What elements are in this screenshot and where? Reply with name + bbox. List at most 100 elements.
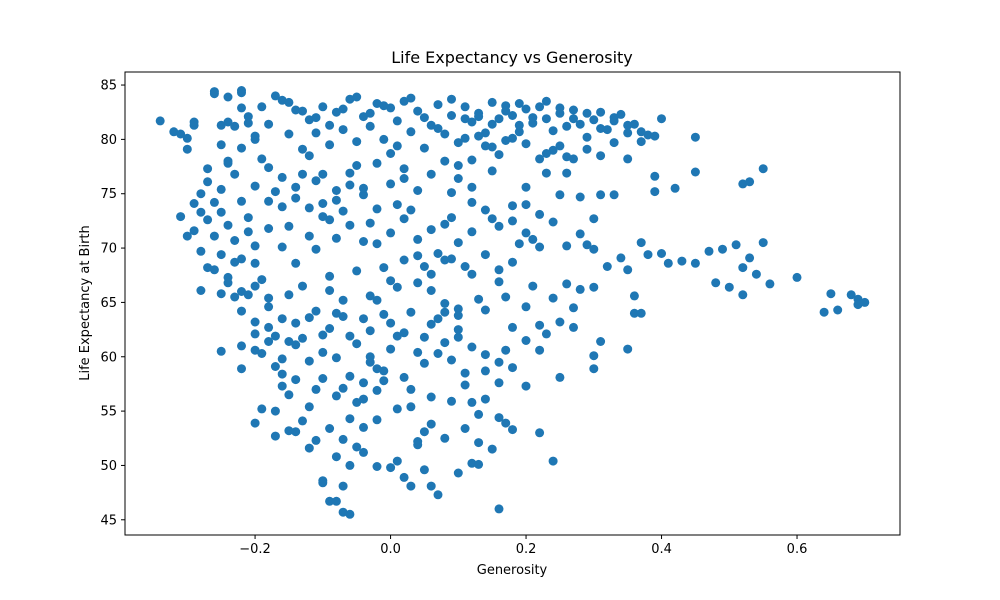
data-point xyxy=(575,119,585,129)
data-point xyxy=(379,366,389,376)
data-point xyxy=(318,212,328,222)
data-point xyxy=(250,281,260,291)
data-point xyxy=(426,269,436,279)
data-point xyxy=(311,435,321,445)
data-point xyxy=(250,181,260,191)
data-point xyxy=(629,291,639,301)
y-tick-label: 75 xyxy=(100,187,117,202)
y-tick-label: 85 xyxy=(100,79,117,94)
data-point xyxy=(399,328,409,338)
data-point xyxy=(277,314,287,324)
data-point xyxy=(535,320,545,330)
data-point xyxy=(311,306,321,316)
data-point xyxy=(521,336,531,345)
data-point xyxy=(392,282,402,292)
data-point xyxy=(596,124,606,133)
data-point xyxy=(569,105,578,115)
data-point xyxy=(833,305,843,315)
data-point xyxy=(745,177,755,187)
y-tick-label: 80 xyxy=(100,133,117,148)
data-point xyxy=(596,107,606,117)
data-point xyxy=(447,111,456,120)
data-point xyxy=(596,151,606,161)
data-point xyxy=(447,355,456,365)
data-point xyxy=(555,317,565,327)
data-point xyxy=(453,325,463,335)
data-point xyxy=(386,149,396,158)
data-point xyxy=(392,200,402,210)
data-point xyxy=(311,384,321,394)
data-point xyxy=(535,102,545,112)
data-point xyxy=(589,282,599,292)
data-point xyxy=(182,231,192,241)
data-point xyxy=(270,406,280,416)
data-point xyxy=(690,167,700,177)
data-point xyxy=(264,322,274,332)
data-point xyxy=(569,322,578,332)
data-point xyxy=(440,299,450,308)
data-point xyxy=(745,253,755,263)
data-point xyxy=(433,249,443,258)
data-point xyxy=(352,92,362,102)
data-point xyxy=(359,237,368,246)
data-point xyxy=(447,396,456,406)
data-point xyxy=(494,504,504,514)
data-point xyxy=(264,293,274,303)
data-point xyxy=(487,142,497,152)
data-point xyxy=(487,214,497,224)
data-point xyxy=(528,234,538,244)
data-point xyxy=(467,227,477,237)
data-point xyxy=(399,174,409,183)
data-point xyxy=(494,357,504,367)
data-point xyxy=(413,440,423,450)
data-point xyxy=(426,286,436,295)
data-point xyxy=(359,314,368,324)
data-point xyxy=(311,128,321,138)
data-point xyxy=(284,337,294,346)
data-point xyxy=(480,366,490,376)
data-point xyxy=(372,462,382,471)
data-point xyxy=(453,238,463,248)
data-point xyxy=(440,129,450,139)
data-point xyxy=(494,413,504,423)
data-point xyxy=(562,168,572,178)
data-point xyxy=(467,269,477,279)
data-point xyxy=(291,340,301,350)
data-point xyxy=(399,472,409,482)
data-point xyxy=(365,352,375,362)
data-point xyxy=(406,481,416,491)
data-point xyxy=(541,329,551,339)
data-point xyxy=(304,356,314,366)
data-point xyxy=(325,215,335,225)
data-point xyxy=(623,265,633,275)
data-point xyxy=(291,427,301,437)
data-point xyxy=(318,330,328,340)
data-point xyxy=(738,263,748,273)
data-point xyxy=(304,443,314,453)
data-point xyxy=(176,129,186,139)
data-point xyxy=(480,350,490,360)
data-point xyxy=(277,369,287,379)
data-point xyxy=(555,141,565,151)
data-point xyxy=(589,214,599,224)
data-point xyxy=(277,354,287,364)
data-point xyxy=(514,127,524,137)
data-point xyxy=(690,132,700,142)
data-point xyxy=(325,271,335,281)
data-point xyxy=(223,156,233,166)
data-point xyxy=(311,244,321,254)
data-point xyxy=(291,105,301,115)
data-point xyxy=(392,456,402,466)
data-point xyxy=(616,253,626,263)
data-point xyxy=(298,281,307,291)
data-point xyxy=(257,349,267,358)
data-point xyxy=(555,372,565,382)
data-point xyxy=(216,289,226,299)
data-point xyxy=(372,364,382,374)
data-point xyxy=(155,116,165,126)
data-point xyxy=(331,452,341,462)
data-point xyxy=(331,391,341,401)
data-point xyxy=(345,180,355,190)
data-point xyxy=(372,415,382,425)
data-point xyxy=(555,103,565,113)
